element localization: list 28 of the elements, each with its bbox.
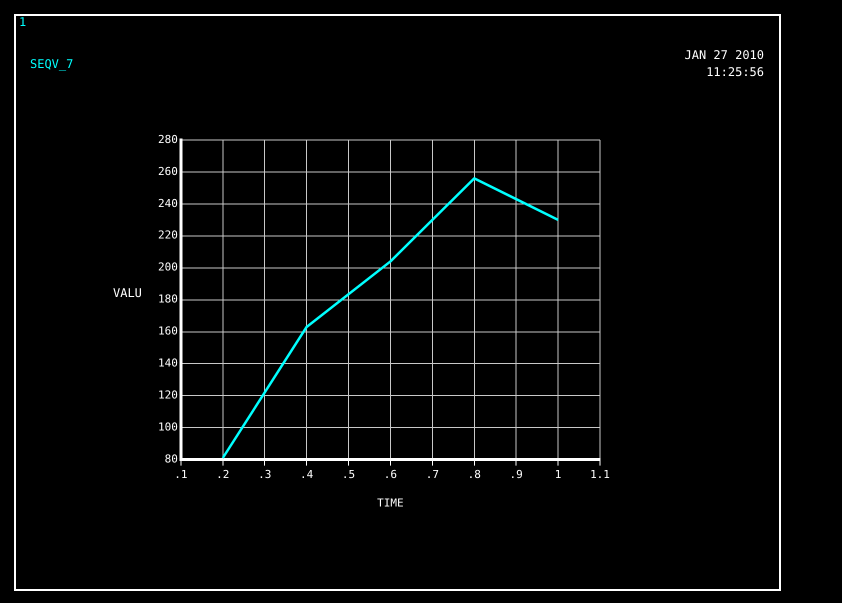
y-tick-label: 120 bbox=[158, 388, 178, 402]
y-tick-label: 260 bbox=[158, 164, 178, 178]
text: 11:25:56 bbox=[705, 64, 764, 81]
x-tick-label: .6 bbox=[384, 468, 398, 482]
text: 1 bbox=[19, 15, 26, 29]
x-axis-title: TIME bbox=[377, 496, 404, 510]
y-tick-label: 160 bbox=[158, 324, 178, 338]
x-tick-label: 1 bbox=[554, 468, 562, 482]
y-tick-label: 280 bbox=[158, 132, 178, 146]
y-tick-label: 180 bbox=[158, 292, 178, 306]
x-tick-label: .1 bbox=[174, 468, 188, 482]
y-tick-label: 140 bbox=[158, 356, 178, 370]
x-tick-label: 1.1 bbox=[590, 468, 610, 482]
y-tick-label: 100 bbox=[158, 420, 178, 434]
x-tick-label: .7 bbox=[426, 468, 439, 482]
x-tick-label: .5 bbox=[342, 468, 356, 482]
y-tick-label: 200 bbox=[158, 260, 178, 274]
x-tick-label: .3 bbox=[258, 468, 272, 482]
x-tick-label: .2 bbox=[216, 468, 230, 482]
text: JAN 27 2010 bbox=[684, 47, 764, 64]
y-tick-label: 220 bbox=[158, 228, 178, 242]
y-axis-title: VALU bbox=[113, 286, 142, 300]
x-tick-label: .8 bbox=[468, 468, 481, 482]
y-tick-label: 240 bbox=[158, 196, 178, 210]
x-tick-label: .9 bbox=[510, 468, 523, 482]
text: SEQV_7 bbox=[30, 57, 74, 71]
x-tick-label: .4 bbox=[300, 468, 314, 482]
y-tick-label: 80 bbox=[164, 452, 178, 466]
